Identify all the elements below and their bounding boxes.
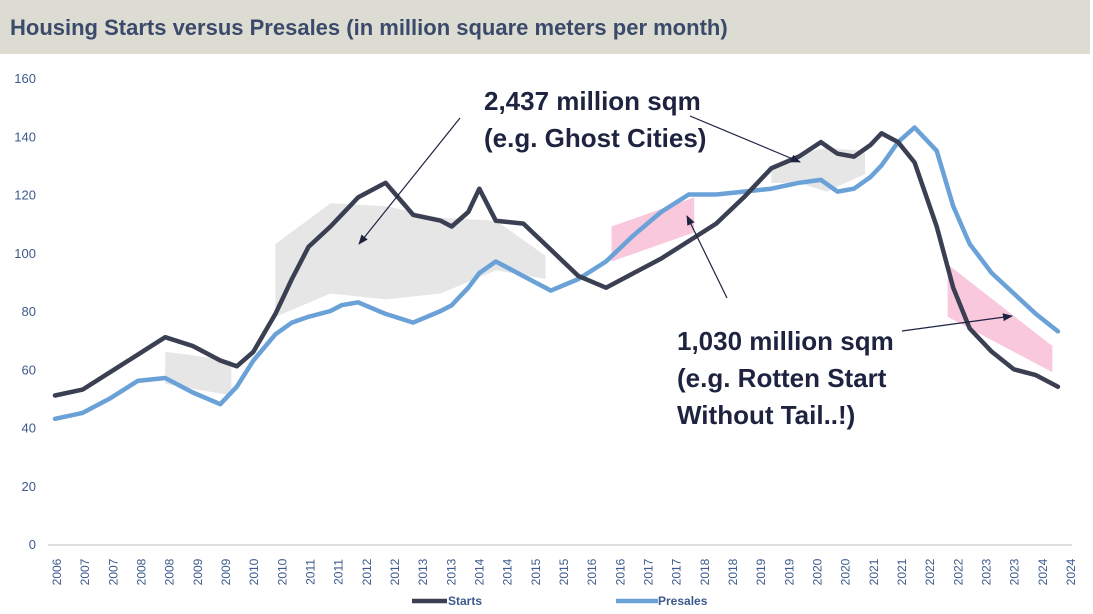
series-line-presales — [52, 125, 1061, 422]
gray-band-1 — [275, 203, 546, 317]
annotation-2-line-2: (e.g. Rotten Start — [677, 363, 887, 393]
x-tick-label: 2011 — [332, 559, 346, 585]
x-tick-label: 2010 — [247, 558, 261, 585]
y-tick-label: 60 — [22, 362, 36, 377]
annotation-arrow-4 — [901, 313, 1013, 332]
x-tick-label: 2015 — [529, 558, 543, 585]
annotation-1-line-1: 2,437 million sqm — [484, 86, 701, 116]
x-tick-label: 2009 — [191, 558, 205, 585]
x-tick-label: 2021 — [895, 558, 909, 585]
x-tick-label: 2018 — [698, 558, 712, 585]
y-tick-label: 40 — [22, 421, 36, 436]
x-tick-label: 2019 — [782, 558, 796, 585]
pink-band-4 — [947, 264, 1053, 373]
legend: Starts Presales — [412, 594, 708, 608]
x-tick-label: 2007 — [106, 558, 120, 585]
title-bar: Housing Starts versus Presales (in milli… — [0, 0, 1090, 54]
x-tick-label: 2020 — [839, 558, 853, 585]
legend-label-starts: Starts — [448, 594, 482, 608]
y-tick-label: 160 — [14, 71, 36, 86]
x-tick-label: 2018 — [726, 558, 740, 585]
x-tick-label: 2014 — [473, 558, 487, 585]
x-tick-label: 2013 — [416, 558, 430, 585]
x-axis: 2006 2007 2007 2008 2008 2009 2009 2010 2010 2011… — [48, 544, 1078, 585]
y-tick-label: 120 — [14, 188, 36, 203]
y-tick-label: 140 — [14, 129, 36, 144]
gray-band-0 — [165, 351, 232, 396]
x-tick-label: 2007 — [78, 558, 92, 585]
x-tick-label: 2010 — [275, 558, 289, 585]
annotation-arrow-2 — [689, 115, 801, 163]
x-tick-label: 2016 — [613, 558, 627, 585]
x-tick-label: 2008 — [163, 558, 177, 585]
y-axis: 0 20 40 60 80 100 120 140 160 — [14, 71, 36, 552]
lines-layer — [52, 125, 1061, 422]
y-tick-label: 0 — [29, 537, 36, 552]
chart-title: Housing Starts versus Presales (in milli… — [10, 15, 728, 40]
x-tick-label: 2021 — [867, 558, 881, 585]
y-tick-label: 20 — [22, 479, 36, 494]
x-tick-label: 2017 — [642, 558, 656, 585]
x-tick-label: 2023 — [980, 558, 994, 585]
x-tick-label: 2019 — [754, 558, 768, 585]
x-tick-label: 2024 — [1064, 558, 1078, 585]
bands-layer — [165, 147, 1053, 396]
annotation-arrow-1 — [358, 117, 461, 245]
x-tick-label: 2013 — [444, 558, 458, 585]
x-tick-label: 2009 — [219, 558, 233, 585]
x-tick-label: 2020 — [811, 558, 825, 585]
legend-label-presales: Presales — [658, 594, 708, 608]
y-tick-label: 100 — [14, 246, 36, 261]
x-tick-label: 2022 — [951, 558, 965, 585]
x-tick-label: 2024 — [1036, 558, 1050, 585]
annotation-2-line-3: Without Tail..!) — [677, 400, 855, 430]
x-tick-label: 2012 — [360, 558, 374, 585]
x-tick-label: 2006 — [50, 558, 64, 585]
x-tick-label: 2016 — [585, 558, 599, 585]
x-tick-label: 2012 — [388, 558, 402, 585]
x-tick-label: 2008 — [135, 558, 149, 585]
x-tick-label: 2011 — [304, 559, 318, 585]
annotation-1-line-2: (e.g. Ghost Cities) — [484, 123, 706, 153]
pink-band-3 — [611, 197, 695, 262]
y-tick-label: 80 — [22, 304, 36, 319]
annotation-arrow-3 — [686, 215, 728, 299]
x-tick-label: 2015 — [557, 558, 571, 585]
x-tick-label: 2022 — [923, 558, 937, 585]
series-line-starts — [52, 131, 1061, 398]
x-tick-label: 2014 — [501, 558, 515, 585]
x-tick-label: 2017 — [670, 558, 684, 585]
annotations-layer: 2,437 million sqm (e.g. Ghost Cities) 1,03… — [358, 86, 1013, 430]
annotation-2-line-1: 1,030 million sqm — [677, 326, 894, 356]
x-tick-label: 2023 — [1008, 558, 1022, 585]
